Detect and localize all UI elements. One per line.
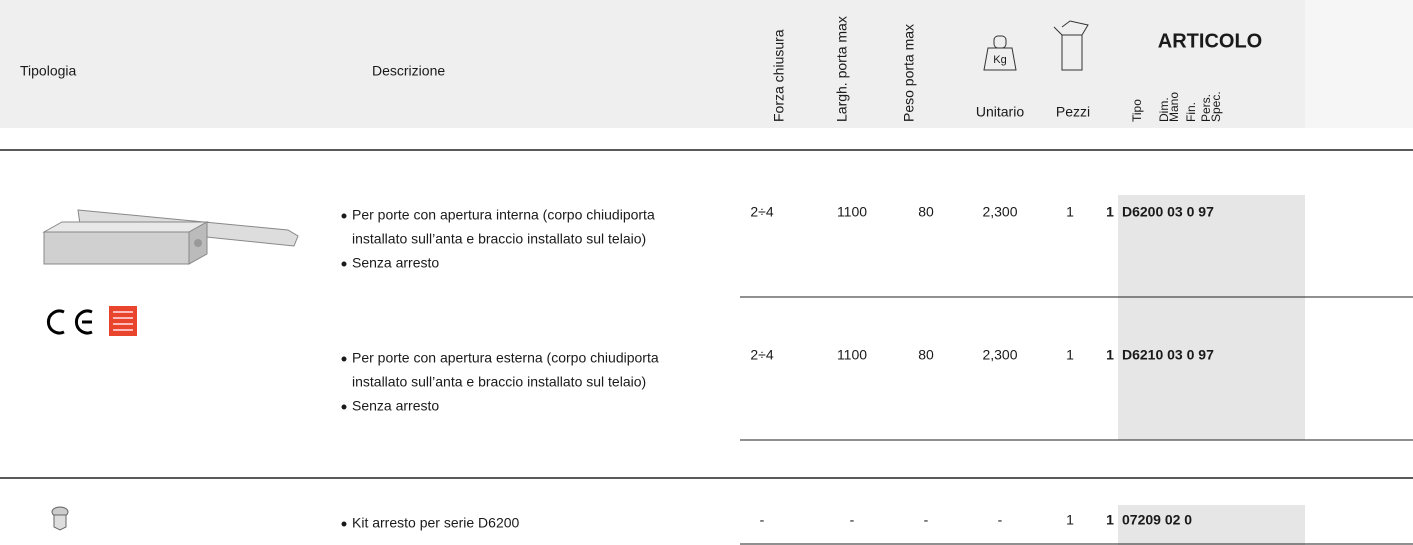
description-line: Kit arresto per serie D6200 [352,515,520,531]
cell-unitario: - [998,512,1003,528]
cell-forza: 2÷4 [750,347,773,363]
header-label-vertical: Forza chiusura [771,29,787,122]
cell-pezzi: 1 [1066,204,1074,220]
bullet [341,261,347,267]
cell-pezzi: 1 [1066,347,1074,363]
cell-larghezza: 1100 [837,347,867,363]
kg-label: Kg [993,54,1006,66]
header-title: ARTICOLO [1158,30,1262,52]
header-label: Tipologia [20,63,77,79]
header-label-vertical: Peso porta max [901,24,917,122]
header-icons [983,20,1089,71]
cell-code: D6210 03 0 97 [1122,347,1214,363]
header-label: Pezzi [1056,104,1090,120]
description-line: Senza arresto [352,398,439,414]
cell-qty: 1 [1106,512,1114,528]
description-line: installato sull’anta e braccio installat… [352,374,646,390]
cell-unitario: 2,300 [982,347,1017,363]
code-bg [1118,505,1305,545]
cell-forza: 2÷4 [750,204,773,220]
bullet [341,404,347,410]
header-label: Unitario [976,104,1024,120]
cell-code: D6200 03 0 97 [1122,204,1214,220]
header-sub-vertical: Spec. [1209,91,1223,122]
bullet [341,356,347,362]
description-line: installato sull’anta e braccio installat… [352,231,646,247]
header-sub-vertical: Pers. [1199,94,1213,122]
cell-peso: 80 [918,204,934,220]
description-line: Per porte con apertura esterna (corpo ch… [352,350,659,366]
description-line: Per porte con apertura interna (corpo ch… [352,207,655,223]
bullet [341,521,347,527]
cell-qty: 1 [1106,347,1114,363]
door-closer-image [42,209,299,265]
cell-qty: 1 [1106,204,1114,220]
screw-image [51,506,69,531]
cell-peso: - [924,512,929,528]
code-bg [1118,338,1305,440]
header-bg [0,0,1305,128]
header-sub-vertical: Tipo [1130,99,1144,122]
header-label: Descrizione [372,63,445,79]
cell-code: 07209 02 0 [1122,512,1192,528]
cell-larghezza: - [850,512,855,528]
cell-larghezza: 1100 [837,204,867,220]
ce-mark [46,309,93,335]
cell-unitario: 2,300 [982,204,1017,220]
cell-peso: 80 [918,347,934,363]
description-line: Senza arresto [352,255,439,271]
fire-icon [109,306,137,336]
header-bg-end [1305,0,1413,128]
header-sub-vertical: Dim. [1157,97,1171,122]
header-sub-vertical: Mano [1167,92,1181,122]
cell-forza: - [760,512,765,528]
bullet [341,213,347,219]
header-sub-vertical: Fin. [1184,102,1198,122]
cell-pezzi: 1 [1066,512,1074,528]
header-label-vertical: Largh. porta max [834,16,850,122]
